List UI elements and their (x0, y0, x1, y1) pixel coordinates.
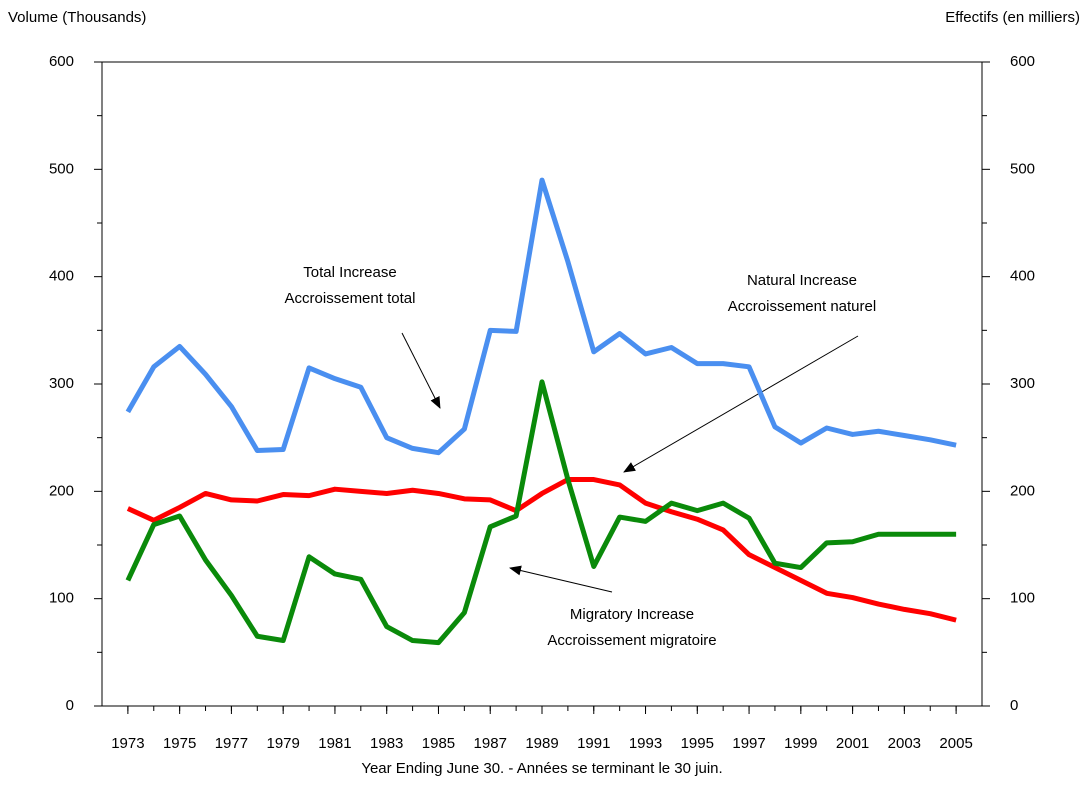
y2-tick-label: 100 (1010, 590, 1035, 607)
annotation: Natural Increase (747, 272, 857, 289)
x-tick-label: 1983 (370, 735, 403, 752)
series-line (125, 177, 957, 456)
y2-axis-label: Effectifs (en milliers) (945, 9, 1080, 26)
x-tick-label: 1995 (681, 735, 714, 752)
annotation: Accroissement migratoire (547, 632, 716, 649)
x-tick-label: 1979 (266, 735, 299, 752)
y2-tick-label: 500 (1010, 160, 1035, 177)
y2-tick-label: 400 (1010, 268, 1035, 285)
arrow (509, 565, 613, 593)
x-tick-label: 1991 (577, 735, 610, 752)
x-tick-label: 1989 (525, 735, 558, 752)
x-tick-label: 2005 (939, 735, 972, 752)
x-tick-label: 1999 (784, 735, 817, 752)
y2-tick-label: 600 (1010, 53, 1035, 70)
x-tick-label: 1975 (163, 735, 196, 752)
x-tick-label: 1981 (318, 735, 351, 752)
x-tick-label: 2003 (888, 735, 921, 752)
y-tick-label: 600 (49, 53, 74, 70)
y2-tick-label: 300 (1010, 375, 1035, 392)
y-tick-label: 500 (49, 160, 74, 177)
x-tick-label: 1973 (111, 735, 144, 752)
arrow (623, 335, 859, 473)
annotation: Migratory Increase (570, 606, 694, 623)
y-tick-label: 0 (66, 697, 74, 714)
x-tick-label: 1985 (422, 735, 455, 752)
y2-tick-label: 0 (1010, 697, 1018, 714)
series-line (125, 379, 957, 646)
annotation: Accroissement total (285, 290, 416, 307)
x-tick-label: 2001 (836, 735, 869, 752)
x-tick-label: 1977 (215, 735, 248, 752)
x-tick-label: 1993 (629, 735, 662, 752)
y-axis-label: Volume (Thousands) (8, 9, 146, 26)
y-tick-label: 100 (49, 590, 74, 607)
y-tick-label: 400 (49, 268, 74, 285)
y-tick-label: 200 (49, 482, 74, 499)
series-line (126, 477, 957, 623)
annotation: Accroissement naturel (728, 298, 876, 315)
x-tick-label: 1987 (474, 735, 507, 752)
x-axis-label: Year Ending June 30. - Années se termina… (361, 760, 722, 777)
arrow (401, 332, 441, 409)
y-tick-label: 300 (49, 375, 74, 392)
x-tick-label: 1997 (732, 735, 765, 752)
y2-tick-label: 200 (1010, 482, 1035, 499)
annotation: Total Increase (303, 264, 396, 281)
